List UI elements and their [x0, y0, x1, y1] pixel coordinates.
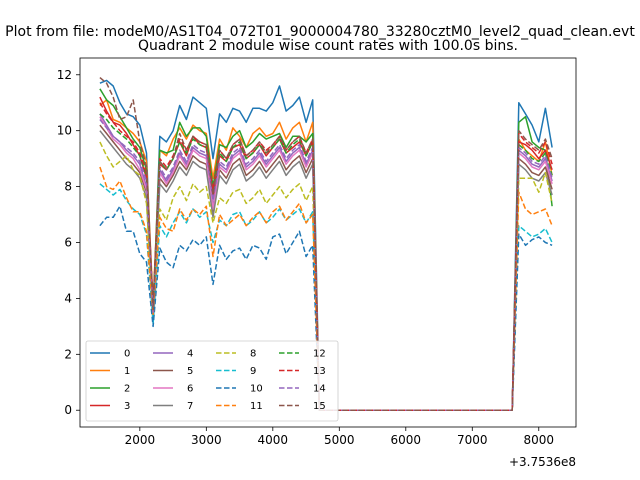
x-tick-label: 5000 — [324, 433, 355, 447]
x-tick-label: 2000 — [125, 433, 156, 447]
series-line-15 — [99, 77, 553, 411]
legend-label-1: 1 — [124, 366, 130, 377]
legend-label-3: 3 — [124, 401, 130, 412]
x-tick-label: 8000 — [523, 433, 554, 447]
legend-box — [85, 340, 339, 422]
legend-label-12: 12 — [313, 349, 326, 360]
legend-label-9: 9 — [250, 366, 256, 377]
legend-label-0: 0 — [124, 349, 130, 360]
figure-suptitle: Plot from file: modeM0/AS1T04_072T01_900… — [5, 24, 635, 40]
legend-label-11: 11 — [250, 401, 263, 412]
legend-label-10: 10 — [250, 384, 263, 395]
legend-label-14: 14 — [313, 384, 326, 395]
x-offset-label: +3.7536e8 — [509, 455, 576, 469]
y-tick-label: 12 — [57, 68, 72, 82]
y-tick-label: 2 — [64, 347, 72, 361]
legend-label-6: 6 — [187, 384, 193, 395]
x-tick-label: 3000 — [191, 433, 222, 447]
y-tick-label: 4 — [64, 291, 72, 305]
chart-title: Quadrant 2 module wise count rates with … — [138, 38, 518, 54]
y-tick-label: 6 — [64, 236, 72, 250]
legend-label-2: 2 — [124, 384, 130, 395]
x-tick-label: 4000 — [258, 433, 289, 447]
legend-label-5: 5 — [187, 366, 193, 377]
legend-label-7: 7 — [187, 401, 193, 412]
y-tick-label: 10 — [57, 124, 72, 138]
y-tick-label: 8 — [64, 180, 72, 194]
x-tick-label: 7000 — [457, 433, 488, 447]
legend-label-8: 8 — [250, 349, 256, 360]
y-axis: 0 2 4 6 8 10 12 — [57, 68, 80, 417]
x-axis: 2000 3000 4000 5000 6000 7000 8000 — [125, 427, 554, 447]
legend-label-4: 4 — [187, 349, 193, 360]
x-tick-label: 6000 — [391, 433, 422, 447]
legend-label-13: 13 — [313, 366, 326, 377]
legend-label-15: 15 — [313, 401, 326, 412]
y-tick-label: 0 — [64, 403, 72, 417]
